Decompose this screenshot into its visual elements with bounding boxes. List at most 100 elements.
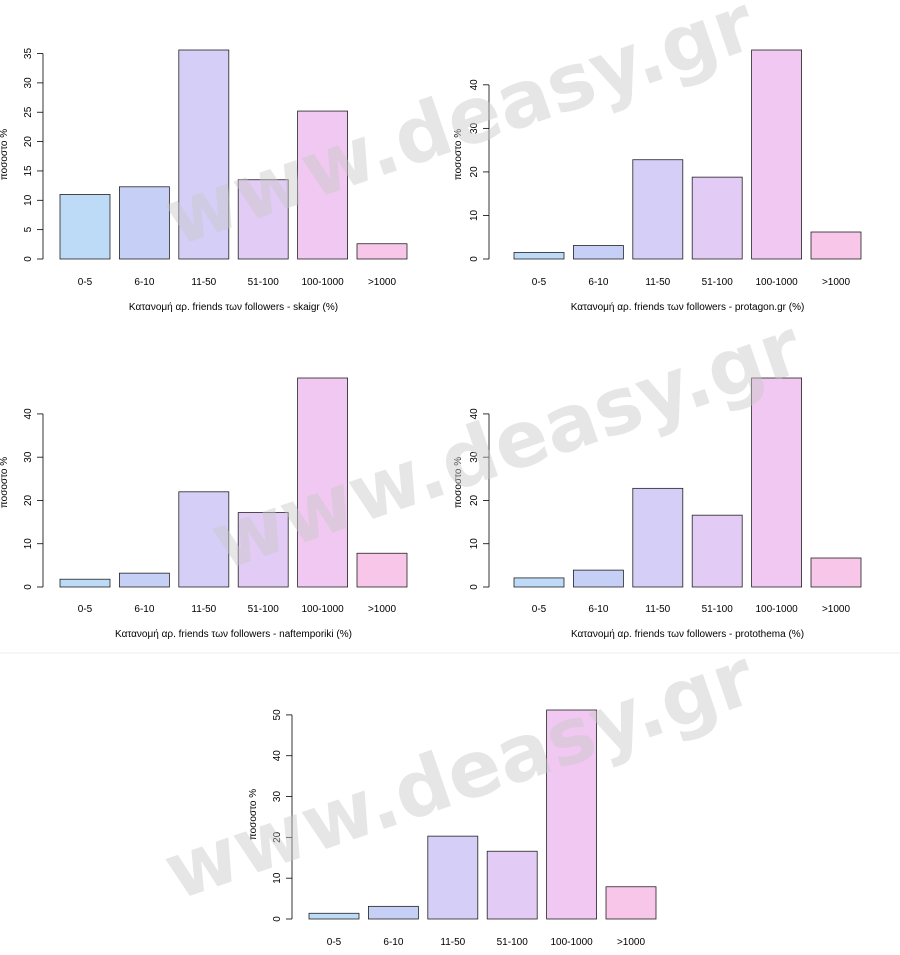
- y-tick-label: 0: [23, 256, 34, 262]
- y-axis-title: ποσοστο %: [248, 789, 259, 840]
- x-tick-label: >1000: [617, 937, 646, 948]
- y-tick-label: 10: [272, 872, 283, 884]
- y-tick-label: 0: [469, 584, 480, 590]
- bar-1150: [427, 835, 479, 920]
- x-tick-label: 100-1000: [301, 277, 344, 288]
- bar-51100: [237, 179, 289, 260]
- y-axis-title: ποσοστο %: [0, 129, 10, 180]
- y-axis-title: ποσοστο %: [453, 129, 464, 180]
- bar-51100: [691, 514, 743, 588]
- bar-610: [367, 905, 419, 920]
- bar-610: [119, 572, 170, 588]
- x-axis-label: Κατανομή αρ. friends των followers - pro…: [571, 628, 804, 640]
- y-axis-title: ποσοστο %: [0, 457, 10, 508]
- y-tick-label: 0: [272, 916, 283, 922]
- y-tick-label: 5: [23, 226, 34, 232]
- bar-1000: [605, 886, 657, 920]
- bar-1001000: [751, 377, 802, 588]
- x-tick-label: 100-1000: [301, 604, 344, 615]
- x-tick-label: 0-5: [78, 277, 93, 288]
- bar-1150: [178, 491, 230, 588]
- y-tick-label: 10: [469, 538, 480, 550]
- y-tick-label: 35: [23, 48, 34, 60]
- bar-1001000: [751, 49, 802, 260]
- x-tick-label: 11-50: [645, 277, 670, 288]
- y-tick-label: 20: [272, 831, 283, 843]
- bar-1001000: [297, 377, 349, 588]
- bar-1150: [178, 49, 230, 260]
- y-tick-label: 20: [23, 136, 34, 148]
- x-tick-label: 6-10: [134, 277, 154, 288]
- chart-panel-3: 0-5 6-10 11-50 51-100 100-1000 >1000 0 10 20 30 40…: [0, 377, 408, 640]
- bar-610: [573, 245, 624, 260]
- bar-1000: [356, 243, 408, 260]
- y-tick-label: 20: [469, 494, 480, 506]
- x-tick-label: 51-100: [702, 277, 734, 288]
- bar-1150: [632, 159, 684, 260]
- y-tick-label: 0: [469, 256, 480, 262]
- bar-05: [513, 577, 565, 588]
- x-tick-label: 0-5: [532, 604, 547, 615]
- y-tick-label: 10: [469, 209, 480, 221]
- x-axis-label: Κατανομή αρ. friends των followers - ska…: [129, 301, 338, 313]
- x-tick-label: >1000: [368, 604, 397, 615]
- bar-05: [59, 578, 111, 588]
- y-tick-label: 40: [469, 79, 480, 91]
- bar-51100: [691, 176, 743, 260]
- y-tick-label: 30: [272, 791, 283, 803]
- y-axis-title: ποσοστο %: [453, 457, 464, 508]
- x-tick-label: 0-5: [532, 277, 547, 288]
- bar-1000: [356, 552, 408, 588]
- x-tick-label: 51-100: [248, 604, 280, 615]
- bar-610: [573, 569, 624, 588]
- y-tick-label: 25: [23, 106, 34, 118]
- y-tick-label: 40: [272, 750, 283, 762]
- y-tick-label: 50: [272, 709, 283, 721]
- x-tick-label: >1000: [368, 277, 397, 288]
- bar-1001000: [297, 110, 349, 260]
- x-tick-label: 100-1000: [755, 604, 798, 615]
- x-tick-label: 11-50: [645, 604, 670, 615]
- bar-05: [308, 912, 360, 920]
- x-tick-label: 6-10: [588, 604, 608, 615]
- bar-51100: [486, 850, 538, 920]
- y-tick-label: 10: [23, 538, 34, 550]
- x-tick-label: 6-10: [383, 937, 403, 948]
- bar-05: [513, 252, 565, 260]
- chart-panel-4: 0-5 6-10 11-50 51-100 100-1000 >1000 0 10 20 30 40…: [453, 377, 862, 640]
- bar-1000: [810, 557, 862, 588]
- y-tick-label: 0: [23, 584, 34, 590]
- x-tick-label: 51-100: [497, 937, 529, 948]
- bar-1000: [810, 231, 862, 260]
- bar-05: [59, 194, 111, 260]
- y-tick-label: 15: [23, 165, 34, 177]
- y-tick-label: 10: [23, 194, 34, 206]
- bar-1001000: [546, 709, 597, 920]
- x-tick-label: 11-50: [440, 937, 465, 948]
- chart-panel-1: 0-5 6-10 11-50 51-100 100-1000 >1000 0 5 10 15 20 2…: [0, 48, 408, 313]
- chart-panel-2: 0-5 6-10 11-50 51-100 100-1000 >1000 0 10 20 30 40…: [453, 49, 862, 313]
- x-tick-label: 6-10: [588, 277, 608, 288]
- bar-1150: [632, 487, 684, 588]
- x-tick-label: 100-1000: [550, 937, 593, 948]
- x-tick-label: 100-1000: [755, 277, 798, 288]
- x-tick-label: 0-5: [78, 604, 93, 615]
- x-tick-label: 0-5: [327, 937, 342, 948]
- y-tick-label: 30: [469, 122, 480, 134]
- y-tick-label: 30: [23, 77, 34, 89]
- y-tick-label: 40: [469, 408, 480, 420]
- x-tick-label: 51-100: [248, 277, 280, 288]
- x-tick-label: >1000: [822, 604, 851, 615]
- y-tick-label: 30: [23, 451, 34, 463]
- y-tick-label: 30: [469, 451, 480, 463]
- x-axis-label: Κατανομή αρ. friends των followers - pro…: [571, 301, 805, 313]
- chart-panel-5: 0-5 6-10 11-50 51-100 100-1000 >1000 0 10 20 30 40…: [248, 709, 657, 948]
- x-tick-label: 51-100: [702, 604, 734, 615]
- bar-51100: [237, 512, 289, 588]
- y-tick-label: 20: [23, 494, 34, 506]
- bar-610: [119, 186, 170, 260]
- y-tick-label: 40: [23, 408, 34, 420]
- x-tick-label: 6-10: [134, 604, 154, 615]
- x-tick-label: 11-50: [191, 604, 216, 615]
